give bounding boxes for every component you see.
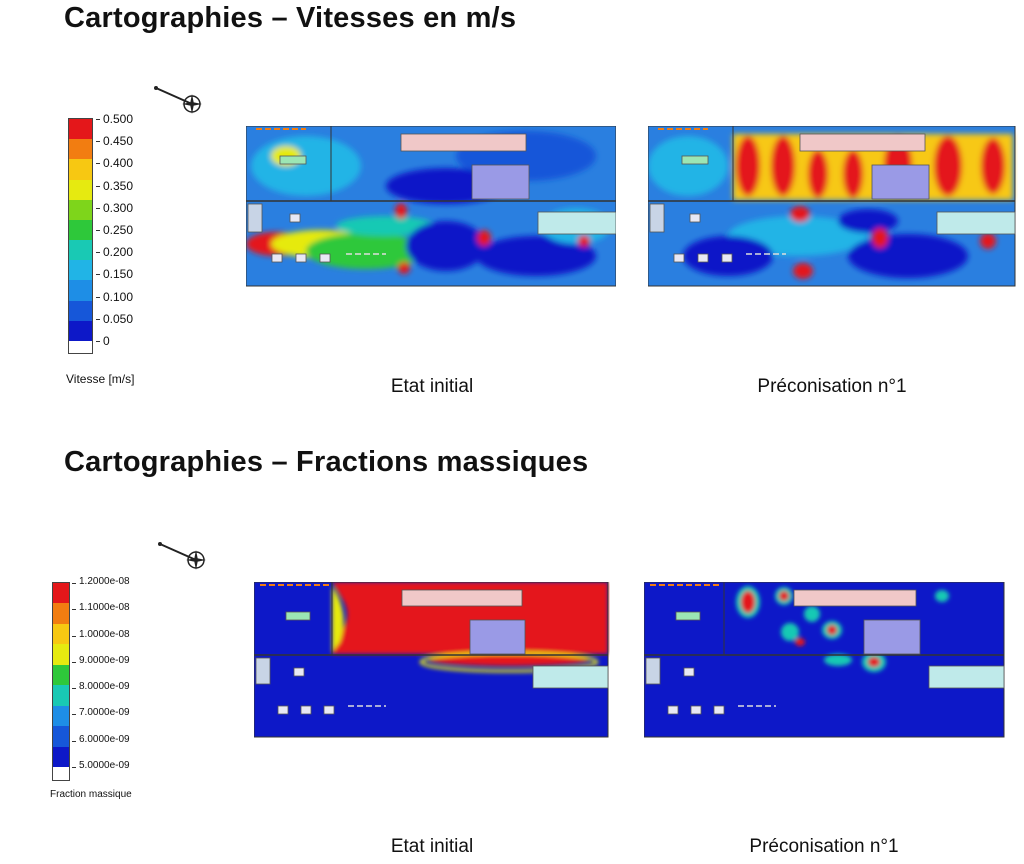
legend-color-band	[69, 260, 92, 281]
mass-fraction-map-recommendation	[644, 582, 1005, 738]
legend-tick-label: 0.050	[95, 311, 134, 326]
legend-tick-label: 7.0000e-09	[72, 707, 130, 719]
caption-mass-fraction-initial: Etat initial	[390, 836, 474, 857]
legend-tick-label: 0.500	[95, 112, 134, 126]
mass-fraction-legend-label: Fraction massique	[50, 789, 132, 800]
legend-color-band	[53, 603, 69, 624]
legend-tick-label: 6.0000e-09	[72, 733, 130, 745]
legend-tick-label: 0.450	[95, 134, 134, 149]
compass-icon	[154, 86, 202, 114]
legend-color-band	[53, 623, 69, 645]
legend-color-band	[53, 746, 69, 767]
legend-color-band	[69, 139, 92, 160]
legend-color-band	[69, 179, 92, 200]
legend-color-band	[69, 159, 92, 180]
legend-color-band	[69, 300, 92, 321]
legend-tick-label: 0.350	[95, 178, 134, 193]
legend-tick-label: 0.150	[95, 267, 134, 282]
legend-color-band	[53, 705, 69, 727]
mass-fraction-legend: 1.2000e-08 1.1000e-08 1.0000e-08 9.0000e-09…	[50, 576, 172, 802]
legend-tick-label: 5.0000e-09	[72, 760, 130, 771]
legend-color-band	[53, 664, 69, 686]
velocity-map-recommendation	[648, 126, 1016, 287]
legend-color-band	[69, 199, 92, 220]
legend-color-band	[69, 280, 92, 301]
legend-tick-label: 1.0000e-08	[72, 628, 130, 640]
legend-tick-label: 0	[96, 334, 110, 348]
section-title-velocity: Cartographies – Vitesses en m/s	[64, 2, 517, 34]
caption-velocity-initial: Etat initial	[390, 376, 474, 397]
legend-tick-label: 0.100	[95, 289, 134, 304]
legend-color-band	[69, 219, 92, 241]
compass-icon	[158, 542, 206, 570]
legend-color-band	[53, 726, 69, 747]
legend-color-band	[53, 644, 69, 665]
legend-tick-label: 0.300	[95, 200, 134, 215]
legend-color-band	[53, 685, 69, 706]
caption-mass-fraction-recommendation: Préconisation n°1	[749, 836, 899, 857]
velocity-color-scale	[68, 118, 93, 354]
legend-color-band	[53, 583, 69, 604]
legend-tick-label: 0.200	[95, 245, 134, 260]
mass-fraction-map-initial	[254, 582, 609, 738]
legend-tick-label: 1.1000e-08	[72, 602, 130, 614]
caption-velocity-recommendation: Préconisation n°1	[757, 376, 907, 397]
velocity-legend-label: Vitesse [m/s]	[66, 372, 135, 386]
legend-tick-label: 8.0000e-09	[72, 681, 130, 693]
section-title-mass-fraction: Cartographies – Fractions massiques	[64, 446, 589, 478]
legend-tick-label: 0.400	[95, 156, 134, 171]
legend-color-band	[69, 119, 92, 140]
legend-tick-label: 1.2000e-08	[72, 576, 130, 587]
legend-color-band	[69, 240, 92, 261]
velocity-map-initial	[246, 126, 616, 287]
velocity-legend: 0.500 0.450 0.400 0.350 0.300 0.250 0.200 0.150…	[66, 112, 178, 388]
legend-color-band	[69, 320, 92, 341]
legend-tick-label: 9.0000e-09	[72, 654, 130, 666]
mass-fraction-color-scale	[52, 582, 70, 781]
legend-tick-label: 0.250	[95, 223, 134, 237]
